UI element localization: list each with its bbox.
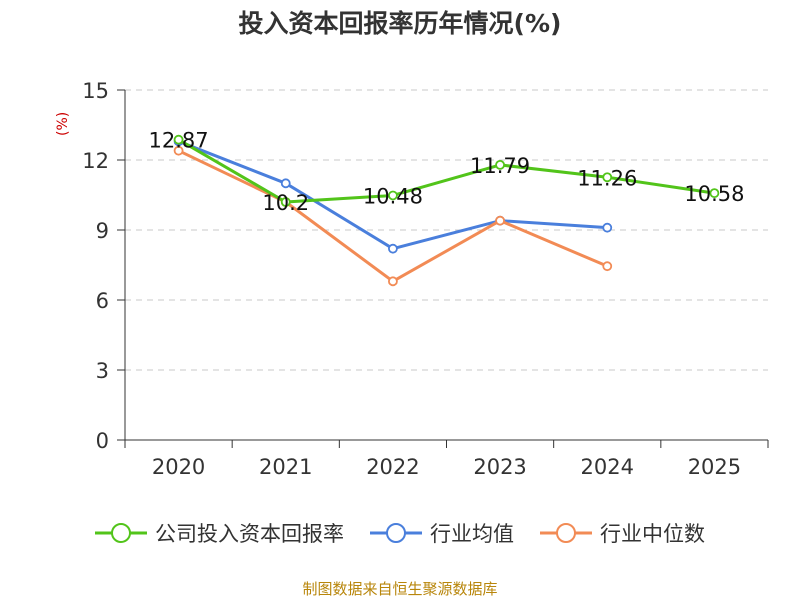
series-line xyxy=(177,138,715,204)
data-label: 12.87 xyxy=(149,129,209,153)
data-point xyxy=(280,178,291,189)
data-point xyxy=(388,276,398,287)
data-point xyxy=(280,197,291,207)
data-point xyxy=(602,172,613,183)
data-point xyxy=(388,190,398,201)
legend-marker-icon xyxy=(540,523,592,543)
y-tick-label: 12 xyxy=(82,149,109,173)
legend-label: 行业均值 xyxy=(430,522,514,546)
data-point xyxy=(495,159,505,170)
data-label: 10.2 xyxy=(262,191,309,215)
legend-label: 行业中位数 xyxy=(600,522,705,546)
legend-label: 公司投入资本回报率 xyxy=(155,522,344,546)
data-label: 11.26 xyxy=(577,166,637,190)
data-point xyxy=(173,145,184,156)
legend-marker-icon xyxy=(370,523,422,543)
data-point xyxy=(388,243,398,254)
legend-item[interactable]: 行业均值 xyxy=(370,518,514,548)
y-tick-label: 3 xyxy=(96,359,109,383)
data-point xyxy=(602,222,613,233)
x-tick-label: 2025 xyxy=(688,455,741,479)
x-tick-label: 2023 xyxy=(473,455,526,479)
x-tick-label: 2020 xyxy=(152,455,205,479)
y-tick-label: 9 xyxy=(96,219,109,243)
data-label: 10.58 xyxy=(684,182,744,206)
legend-circle xyxy=(111,523,131,543)
y-tick-label: 15 xyxy=(82,79,109,103)
data-label: 10.48 xyxy=(363,184,423,208)
legend-marker-icon xyxy=(95,523,147,543)
y-tick-label: 6 xyxy=(96,289,109,313)
x-tick-label: 2021 xyxy=(259,455,312,479)
y-tick-label: 0 xyxy=(96,429,109,453)
legend-circle xyxy=(386,523,406,543)
data-point xyxy=(173,134,184,145)
data-point xyxy=(602,261,613,272)
legend-item[interactable]: 行业中位数 xyxy=(540,518,705,548)
x-tick-label: 2022 xyxy=(366,455,419,479)
data-label: 11.79 xyxy=(470,154,530,178)
source-note: 制图数据来自恒生聚源数据库 xyxy=(302,580,498,598)
legend: 公司投入资本回报率 行业均值 行业中位数 xyxy=(0,518,800,548)
data-point xyxy=(495,215,505,226)
legend-circle xyxy=(556,523,576,543)
x-tick-label: 2024 xyxy=(581,455,634,479)
data-point xyxy=(709,188,720,199)
chart-title: 投入资本回报率历年情况(%) xyxy=(238,9,562,38)
legend-item[interactable]: 公司投入资本回报率 xyxy=(95,518,344,548)
